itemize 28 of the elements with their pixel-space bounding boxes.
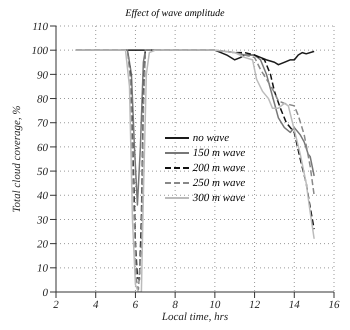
legend-label: 200 m wave	[192, 162, 246, 174]
legend-label: no wave	[192, 132, 230, 144]
legend-label: 150 m wave	[192, 147, 246, 159]
x-axis-title: Local time, hrs	[160, 311, 228, 323]
legend-label: 300 m wave	[192, 192, 246, 204]
x-tick-label: 8	[172, 298, 178, 311]
y-tick-label: 70	[37, 118, 48, 130]
y-tick-label: 110	[32, 20, 48, 33]
x-tick-label: 6	[132, 298, 139, 311]
x-tick-label: 14	[288, 298, 300, 311]
x-tick-label: 16	[328, 298, 340, 311]
x-tick-label: 4	[92, 298, 99, 311]
y-tick-label: 50	[37, 166, 48, 178]
y-tick-label: 40	[37, 190, 48, 202]
y-tick-label: 90	[37, 69, 48, 82]
x-tick-label: 2	[53, 298, 60, 311]
chart-title: Effect of wave amplitude	[124, 8, 226, 21]
y-tick-label: 60	[37, 142, 48, 154]
y-tick-label: 0	[42, 286, 48, 299]
legend-label: 250 m wave	[192, 177, 246, 189]
y-tick-label: 80	[37, 93, 48, 106]
x-tick-label: 12	[249, 298, 261, 311]
y-tick-label: 20	[37, 238, 48, 251]
y-axis-title: Total cloud coverage, %	[10, 105, 23, 213]
y-tick-label: 100	[32, 45, 48, 58]
y-tick-label: 30	[36, 214, 48, 226]
x-tick-label: 10	[209, 298, 221, 311]
y-tick-label: 10	[37, 262, 48, 275]
